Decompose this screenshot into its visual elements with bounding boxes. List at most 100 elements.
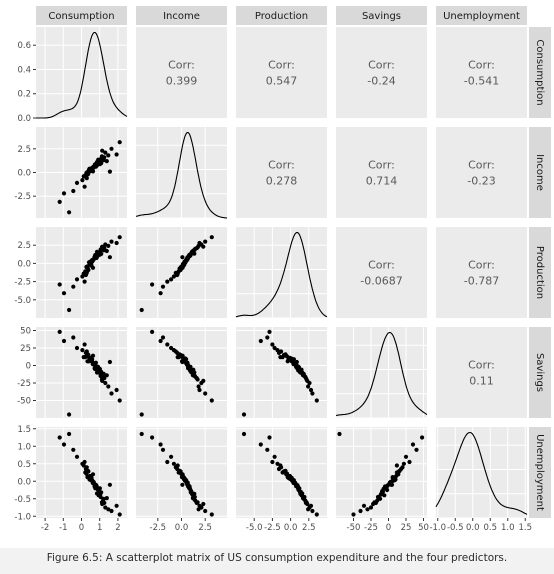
scatter-point	[298, 370, 303, 375]
row-strip-label: Income	[534, 154, 545, 191]
panel-background	[236, 27, 327, 118]
scatter-point	[305, 501, 310, 507]
scatter-point	[201, 378, 206, 383]
scatter-point	[82, 184, 87, 189]
scatter-point	[114, 387, 119, 393]
panel-background	[436, 227, 527, 318]
panel-consumption-unemployment: Corr: -0.541	[436, 27, 527, 118]
corr-value: 0.547	[266, 75, 298, 88]
scatter-point	[107, 255, 112, 260]
x-tick-label: 0.5	[483, 523, 497, 533]
scatter-point	[310, 508, 315, 514]
panel-income-savings: Corr: 0.714	[336, 127, 427, 218]
scatter-point	[410, 442, 416, 447]
scatter-point	[100, 378, 105, 383]
scatter-point	[385, 484, 390, 489]
scatter-point	[182, 477, 187, 482]
scatter-point	[270, 459, 275, 465]
corr-value: 0.278	[266, 175, 298, 188]
panel-savings-savings	[335, 327, 428, 419]
scatter-point	[81, 463, 86, 468]
scatter-point	[201, 501, 206, 507]
panel-background	[436, 327, 527, 418]
y-tick-label: 50	[20, 327, 31, 337]
scatter-point	[403, 454, 409, 459]
scatter-point	[81, 271, 86, 276]
scatter-point	[186, 255, 191, 260]
scatter-point	[171, 461, 176, 466]
row-strip-label: Production	[534, 246, 545, 299]
column-strip-income	[136, 6, 227, 25]
scatter-point	[96, 491, 101, 496]
density-curve-consumption	[36, 31, 128, 119]
corr-label: Corr:	[368, 259, 395, 272]
scatter-point	[100, 501, 105, 507]
density-curve-savings	[335, 331, 428, 417]
scatter-point	[186, 484, 191, 489]
panel-background	[436, 427, 527, 518]
scatter-point	[100, 148, 105, 153]
scatter-point	[194, 500, 199, 505]
scatter-point	[420, 435, 425, 440]
panel-savings-consumption	[36, 327, 127, 418]
scatter-point	[389, 482, 395, 487]
y-tick-label: -0.5	[14, 495, 31, 505]
scatter-point	[294, 364, 299, 369]
scatter-point	[97, 160, 102, 166]
y-tick-label: 2.5	[17, 145, 31, 155]
scatter-point	[175, 355, 180, 360]
corr-value: -0.0687	[360, 275, 402, 288]
scatter-point	[376, 496, 381, 501]
scatter-point	[67, 431, 72, 437]
scatter-point	[114, 240, 119, 246]
scatter-point	[180, 255, 185, 260]
scatter-point	[192, 491, 197, 496]
scatter-point	[401, 461, 406, 466]
scatter-point	[194, 246, 199, 251]
scatter-point	[314, 512, 319, 517]
corr-value: 0.714	[366, 175, 398, 188]
column-strip-label: Savings	[362, 11, 401, 22]
scatter-point	[278, 355, 283, 360]
scatter-point	[57, 282, 62, 287]
scatter-point	[284, 354, 290, 359]
row-strip-savings	[529, 327, 551, 418]
scatter-point	[67, 307, 72, 313]
x-tick-label: 0	[386, 523, 391, 533]
density-curve-income	[135, 131, 227, 219]
scatter-point	[84, 264, 89, 270]
scatter-point	[395, 471, 400, 476]
panel-income-consumption	[36, 127, 127, 218]
corr-value: -0.23	[467, 175, 495, 188]
scatter-point	[290, 477, 295, 482]
x-tick-label: -50	[347, 523, 361, 533]
scatter-point	[209, 398, 214, 403]
scatter-point	[272, 345, 277, 351]
scatter-point	[407, 459, 412, 465]
row-strip-unemployment	[529, 427, 551, 518]
scatter-point	[169, 454, 174, 459]
scatter-point	[150, 329, 155, 334]
panel-background	[436, 127, 527, 218]
y-tick-label: 0.0	[17, 477, 31, 487]
corr-value: 0.11	[469, 375, 494, 388]
panel-production-unemployment: Corr: -0.787	[436, 227, 527, 318]
panel-savings-production	[236, 327, 327, 418]
row-strip-production	[529, 227, 551, 318]
corr-label: Corr:	[268, 159, 295, 172]
scatter-point	[298, 491, 303, 496]
scatter-point	[74, 454, 80, 459]
scatter-point	[94, 364, 99, 369]
scatter-point	[150, 435, 155, 440]
panel-background	[336, 427, 427, 518]
scatter-point	[186, 364, 191, 369]
panel-background	[136, 27, 227, 118]
scatter-point	[258, 442, 263, 447]
panel-consumption-production: Corr: 0.547	[236, 27, 327, 118]
scatter-point	[192, 251, 197, 256]
scatter-point	[100, 244, 105, 249]
scatter-point	[241, 412, 247, 417]
scatter-point	[82, 342, 87, 347]
scatter-point	[169, 277, 174, 282]
x-tick-label: 1.0	[501, 523, 515, 533]
